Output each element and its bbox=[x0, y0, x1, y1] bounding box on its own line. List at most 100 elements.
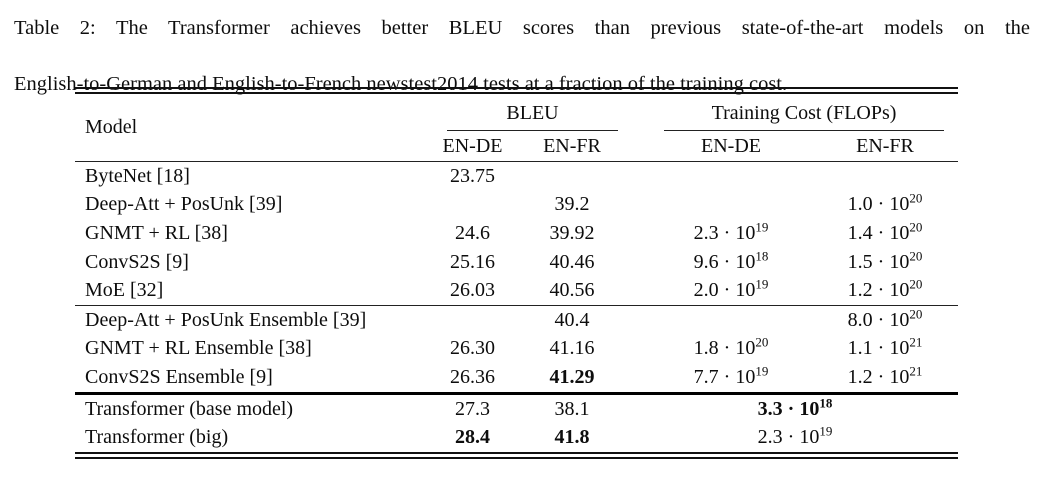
cost-spacer-cell bbox=[632, 304, 650, 335]
cost-spacer-cell bbox=[632, 335, 650, 364]
cost-spacer-cell bbox=[632, 191, 650, 220]
cost-span-cell: 2.3 · 1019 bbox=[632, 423, 958, 455]
table-row: Transformer (base model) 27.3 38.1 3.3 · 10… bbox=[75, 391, 959, 424]
bleu-en-de-cell bbox=[433, 304, 512, 335]
bleu-en-fr-cell: 40.4 bbox=[512, 304, 632, 335]
cost-mantissa: 1.8 · 10 bbox=[693, 337, 756, 360]
cost-exponent: 19 bbox=[755, 363, 769, 379]
cost-mantissa: 3.3 · 10 bbox=[757, 397, 820, 420]
cost-mantissa: 1.2 · 10 bbox=[847, 279, 910, 302]
col-header-bleu-en-fr: EN-FR bbox=[512, 131, 632, 162]
cost-exponent: 20 bbox=[909, 306, 923, 322]
bleu-en-de-cell: 26.36 bbox=[450, 365, 495, 388]
col-header-cost-group: Training Cost (FLOPs) bbox=[650, 91, 958, 131]
cost-spacer-cell bbox=[632, 276, 650, 305]
cost-en-de-cell: 2.3 · 1019 bbox=[650, 219, 812, 248]
model-cell: GNMT + RL Ensemble [38] bbox=[85, 337, 312, 360]
row-group-0: ByteNet [18] 23.75 Deep-Att + PosUnk [39] 3… bbox=[75, 162, 958, 306]
cost-group-label: Training Cost (FLOPs) bbox=[664, 102, 945, 131]
cost-exponent: 21 bbox=[909, 334, 923, 350]
cost-mantissa: 9.6 · 10 bbox=[693, 250, 756, 273]
bleu-en-fr-cell: 38.1 bbox=[512, 391, 632, 424]
cost-en-de-cell: 1.8 · 1020 bbox=[650, 335, 812, 364]
cost-en-de-cell: 2.0 · 1019 bbox=[650, 276, 812, 305]
cost-en-fr-cell: 8.0 · 1020 bbox=[812, 304, 959, 335]
cost-en-de-cell: 9.6 · 1018 bbox=[650, 248, 812, 277]
col-header-cost-en-fr: EN-FR bbox=[812, 131, 959, 162]
bleu-en-de-cell: 26.03 bbox=[450, 279, 495, 302]
table-row: GNMT + RL Ensemble [38] 26.30 41.16 1.8 · 1… bbox=[75, 335, 958, 364]
table-row: Transformer (big) 28.4 41.8 2.3 · 1019 bbox=[75, 423, 958, 455]
cost-mantissa: 1.2 · 10 bbox=[847, 365, 910, 388]
col-header-bleu-en-de: EN-DE bbox=[433, 131, 512, 162]
bleu-en-fr-cell: 39.2 bbox=[554, 193, 590, 216]
bleu-en-fr-cell: 40.46 bbox=[549, 250, 595, 273]
table-caption-line1: Table 2: The Transformer achieves better… bbox=[14, 17, 1030, 39]
cost-spacer-cell bbox=[632, 248, 650, 277]
cost-mantissa: 1.4 · 10 bbox=[847, 221, 910, 244]
model-cell: MoE [32] bbox=[85, 279, 164, 302]
cost-spacer-cell bbox=[632, 363, 650, 393]
bleu-en-fr-cell: 41.29 bbox=[549, 365, 595, 388]
cost-exponent: 18 bbox=[755, 247, 769, 263]
table-row: MoE [32] 26.03 40.56 2.0 · 1019 1.2 · 1020 bbox=[75, 276, 958, 305]
cost-exponent: 19 bbox=[755, 219, 769, 235]
bleu-en-de-cell: 26.30 bbox=[450, 337, 495, 360]
model-cell: ConvS2S Ensemble [9] bbox=[85, 365, 273, 388]
column-spacer bbox=[632, 90, 650, 162]
bleu-en-de-cell: 27.3 bbox=[433, 391, 512, 424]
table-row: ByteNet [18] 23.75 bbox=[75, 162, 958, 191]
table-row: Deep-Att + PosUnk Ensemble [39] 40.4 8.0 ·… bbox=[75, 304, 959, 335]
cost-mantissa: 1.5 · 10 bbox=[847, 250, 910, 273]
bleu-en-de-cell: 24.6 bbox=[455, 221, 490, 244]
row-group-1: Deep-Att + PosUnk Ensemble [39] 40.4 8.0 ·… bbox=[75, 304, 959, 393]
cost-spacer-cell bbox=[632, 162, 650, 191]
bleu-en-fr-cell: 39.92 bbox=[549, 221, 595, 244]
group-header-row: Model BLEU Training Cost (FLOPs) bbox=[75, 90, 958, 162]
cost-mantissa: 1.1 · 10 bbox=[847, 337, 910, 360]
table-row: Deep-Att + PosUnk [39] 39.2 1.0 · 1020 bbox=[75, 191, 958, 220]
model-cell: GNMT + RL [38] bbox=[85, 221, 228, 244]
row-group-2: Transformer (base model) 27.3 38.1 3.3 · 10… bbox=[75, 391, 959, 455]
bleu-en-fr-cell: 40.56 bbox=[549, 279, 595, 302]
bleu-en-fr-cell: 41.8 bbox=[554, 426, 590, 449]
bleu-group-label: BLEU bbox=[447, 102, 618, 131]
bleu-en-de-cell: 25.16 bbox=[450, 250, 495, 273]
cost-exponent: 20 bbox=[909, 219, 923, 235]
sub-header-row: EN-DE EN-FR EN-DE EN-FR bbox=[75, 131, 959, 162]
cost-en-fr-cell: 1.4 · 1020 bbox=[812, 219, 958, 248]
bleu-en-fr-cell bbox=[512, 162, 632, 191]
cost-en-fr-cell: 1.1 · 1021 bbox=[812, 335, 958, 364]
model-cell: Transformer (base model) bbox=[75, 391, 433, 424]
model-cell: ConvS2S [9] bbox=[85, 250, 189, 273]
table-row: GNMT + RL [38] 24.6 39.92 2.3 · 1019 1.4 · 1… bbox=[75, 219, 958, 248]
model-cell: Deep-Att + PosUnk [39] bbox=[85, 193, 283, 216]
bleu-en-de-cell: 28.4 bbox=[455, 426, 490, 449]
cost-en-fr-cell: 1.5 · 1020 bbox=[812, 248, 958, 277]
cost-mantissa: 8.0 · 10 bbox=[847, 308, 910, 331]
cost-mantissa: 1.0 · 10 bbox=[847, 193, 910, 216]
col-header-cost-en-de: EN-DE bbox=[650, 131, 812, 162]
cost-spacer-cell bbox=[632, 219, 650, 248]
cost-exponent: 20 bbox=[909, 190, 923, 206]
cost-span-cell: 3.3 · 1018 bbox=[632, 391, 959, 424]
table-caption: Table 2: The Transformer achieves better… bbox=[14, 14, 1030, 98]
col-header-bleu-group: BLEU bbox=[433, 91, 632, 131]
cost-en-fr-cell: 1.2 · 1020 bbox=[812, 276, 958, 305]
table-row: ConvS2S Ensemble [9] 26.36 41.29 7.7 · 1019… bbox=[75, 363, 958, 393]
model-cell: ByteNet [18] bbox=[85, 164, 190, 187]
table-container: Model BLEU Training Cost (FLOPs) EN-DE E… bbox=[75, 87, 959, 459]
bleu-en-de-cell bbox=[433, 191, 512, 220]
table-row: ConvS2S [9] 25.16 40.46 9.6 · 1018 1.5 · 102… bbox=[75, 248, 958, 277]
cost-exponent: 21 bbox=[909, 363, 923, 379]
cost-exponent: 20 bbox=[909, 276, 923, 292]
col-header-model: Model bbox=[75, 90, 433, 162]
cost-en-de-cell bbox=[650, 304, 812, 335]
cost-en-fr-cell: 1.2 · 1021 bbox=[812, 363, 958, 393]
cost-en-de-cell: 7.7 · 1019 bbox=[650, 363, 812, 393]
cost-mantissa: 7.7 · 10 bbox=[693, 365, 756, 388]
cost-en-fr-cell: 1.0 · 1020 bbox=[812, 191, 958, 220]
results-table: Model BLEU Training Cost (FLOPs) EN-DE E… bbox=[75, 87, 959, 459]
cost-exponent: 19 bbox=[819, 423, 833, 439]
